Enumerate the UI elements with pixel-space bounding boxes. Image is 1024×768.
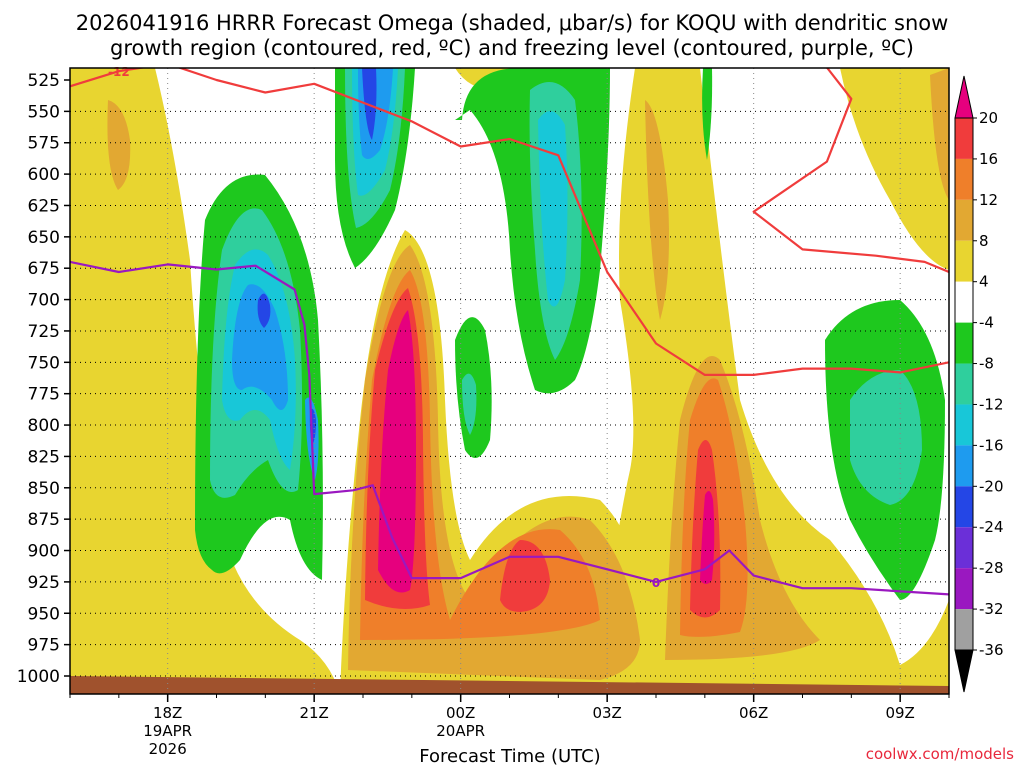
colorbar-label: -24 [979,518,1004,536]
x-tick-label: 06Z [739,704,768,722]
y-tick-label: 975 [28,636,60,656]
y-tick-label: 625 [28,196,60,216]
colorbar-segment [955,404,973,445]
x-tick-label: 03Z [592,704,621,722]
x-tick-label: 09Z [885,704,914,722]
colorbar-segment [955,445,973,486]
x-tick-label: 18Z [153,704,182,722]
colorbar-label: 20 [979,109,998,127]
y-tick-label: 850 [28,479,60,499]
colorbar-label: 4 [979,273,989,291]
y-axis-ticks: 525 550 575 600 625 650 675 700 725 750 775 800 825 8… [17,71,70,687]
y-tick-label: 1000 [17,667,60,687]
colorbar-segment [955,364,973,405]
colorbar-segment [955,159,973,200]
colorbar-under-triangle [955,650,973,692]
colorbar-segment [955,527,973,568]
y-tick-label: 575 [28,134,60,154]
colorbar-segment [955,200,973,241]
colorbar-over-triangle [955,76,973,118]
x-tick-date: 19APR [143,722,192,740]
colorbar-segment [955,486,973,527]
colorbar-label: -16 [979,436,1004,454]
y-tick-label: 950 [28,604,60,624]
chart-title-line-1: 2026041916 HRRR Forecast Omega (shaded, … [76,11,949,35]
chart-title-line-2: growth region (contoured, red, ºC) and f… [110,36,914,60]
y-tick-label: 600 [28,165,60,185]
colorbar-label: -28 [979,559,1004,577]
colorbar-label: -4 [979,314,994,332]
colorbar-label: 12 [979,191,998,209]
colorbar-segment [955,568,973,609]
y-tick-label: 650 [28,228,60,248]
y-tick-label: 550 [28,102,60,122]
y-tick-label: 700 [28,291,60,311]
x-tick-date: 20APR [436,722,485,740]
y-tick-label: 750 [28,353,60,373]
x-tick-year: 2026 [149,740,187,758]
x-tick-label: 21Z [299,704,328,722]
y-tick-label: 525 [28,71,60,91]
y-tick-label: 900 [28,542,60,562]
y-tick-label: 775 [28,385,60,405]
y-tick-label: 675 [28,259,60,279]
credit-text: coolwx.com/models [866,745,1014,763]
x-axis-label: Forecast Time (UTC) [419,746,600,767]
colorbar-segment [955,241,973,282]
colorbar: 20 16 12 8 4 -4 -8 -12 -16 -20 -24 -28 -32 -36 [955,76,1004,692]
colorbar-label: -20 [979,477,1004,495]
y-tick-label: 925 [28,573,60,593]
colorbar-label: 8 [979,232,989,250]
colorbar-label: -32 [979,600,1004,618]
colorbar-label: -36 [979,641,1004,659]
y-tick-label: 875 [28,510,60,530]
y-tick-label: 800 [28,416,60,436]
colorbar-label: 16 [979,150,998,168]
x-tick-label: 00Z [446,704,475,722]
colorbar-label: -12 [979,395,1004,413]
y-tick-label: 725 [28,322,60,342]
y-tick-label: 825 [28,447,60,467]
contour-label: 0 [652,576,660,590]
colorbar-segment [955,323,973,364]
colorbar-segment [955,118,973,159]
colorbar-segment [955,609,973,650]
omega-time-height-chart: 2026041916 HRRR Forecast Omega (shaded, … [0,0,1024,768]
colorbar-segment [955,282,973,323]
colorbar-label: -8 [979,355,994,373]
